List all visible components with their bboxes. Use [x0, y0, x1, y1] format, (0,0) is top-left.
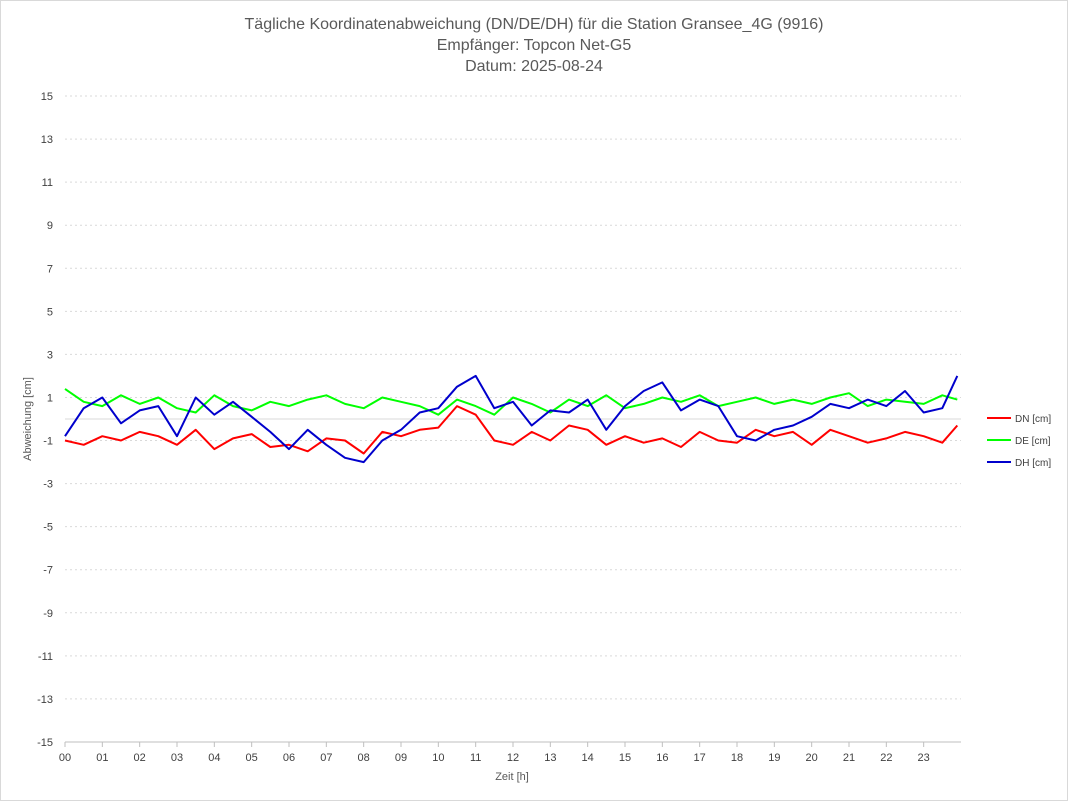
- x-tick-label: 18: [731, 752, 743, 764]
- x-tick-label: 00: [59, 752, 71, 764]
- x-tick-label: 09: [395, 752, 407, 764]
- series-line-dh: [64, 374, 959, 464]
- series-line-dn: [64, 405, 959, 455]
- x-tick-label: 12: [507, 752, 519, 764]
- y-axis-label: Abweichung [cm]: [22, 377, 34, 461]
- x-tick-label: 14: [582, 752, 594, 764]
- x-tick-label: 13: [544, 752, 556, 764]
- x-tick-label: 11: [470, 752, 481, 764]
- y-tick-label: -15: [37, 737, 53, 749]
- legend-label-dh: DH [cm]: [1015, 458, 1051, 469]
- x-axis-label: Zeit [h]: [495, 771, 529, 783]
- x-tick-label: 03: [171, 752, 183, 764]
- y-tick-label: -3: [43, 479, 53, 491]
- x-tick-label: 23: [918, 752, 930, 764]
- y-tick-label: 11: [42, 177, 53, 189]
- x-tick-label: 15: [619, 752, 631, 764]
- y-tick-label: -5: [43, 522, 53, 534]
- y-tick-label: -11: [38, 651, 53, 663]
- y-tick-label: 1: [47, 392, 53, 404]
- y-tick-label: 7: [47, 263, 53, 275]
- chart-title-line-3: Datum: 2025-08-24: [465, 58, 603, 75]
- x-tick-label: 17: [694, 752, 706, 764]
- y-tick-label: -13: [37, 694, 53, 706]
- chart-title-line-1: Tägliche Koordinatenabweichung (DN/DE/DH…: [245, 16, 824, 33]
- y-tick-label: 13: [41, 134, 53, 146]
- legend-label-de: DE [cm]: [1015, 436, 1051, 447]
- series-line-de: [64, 388, 958, 416]
- y-tick-label: 5: [47, 306, 53, 318]
- x-tick-label: 21: [843, 752, 855, 764]
- y-tick-label: -7: [43, 565, 53, 577]
- x-tick-label: 10: [432, 752, 444, 764]
- x-tick-label: 01: [96, 752, 108, 764]
- x-tick-label: 05: [246, 752, 258, 764]
- x-tick-label: 22: [880, 752, 892, 764]
- y-tick-label: -9: [43, 608, 53, 620]
- x-tick-label: 20: [806, 752, 818, 764]
- x-tick-label: 16: [656, 752, 668, 764]
- x-tick-label: 04: [208, 752, 220, 764]
- legend-label-dn: DN [cm]: [1015, 414, 1051, 425]
- y-tick-label: 9: [47, 220, 53, 232]
- y-tick-label: 15: [41, 91, 53, 103]
- x-tick-label: 08: [358, 752, 370, 764]
- x-tick-label: 19: [768, 752, 780, 764]
- y-tick-label: 3: [47, 349, 53, 361]
- x-tick-label: 06: [283, 752, 295, 764]
- x-tick-label: 07: [320, 752, 332, 764]
- y-tick-label: -1: [43, 436, 53, 448]
- chart-title-line-2: Empfänger: Topcon Net-G5: [437, 37, 632, 54]
- x-tick-label: 02: [134, 752, 146, 764]
